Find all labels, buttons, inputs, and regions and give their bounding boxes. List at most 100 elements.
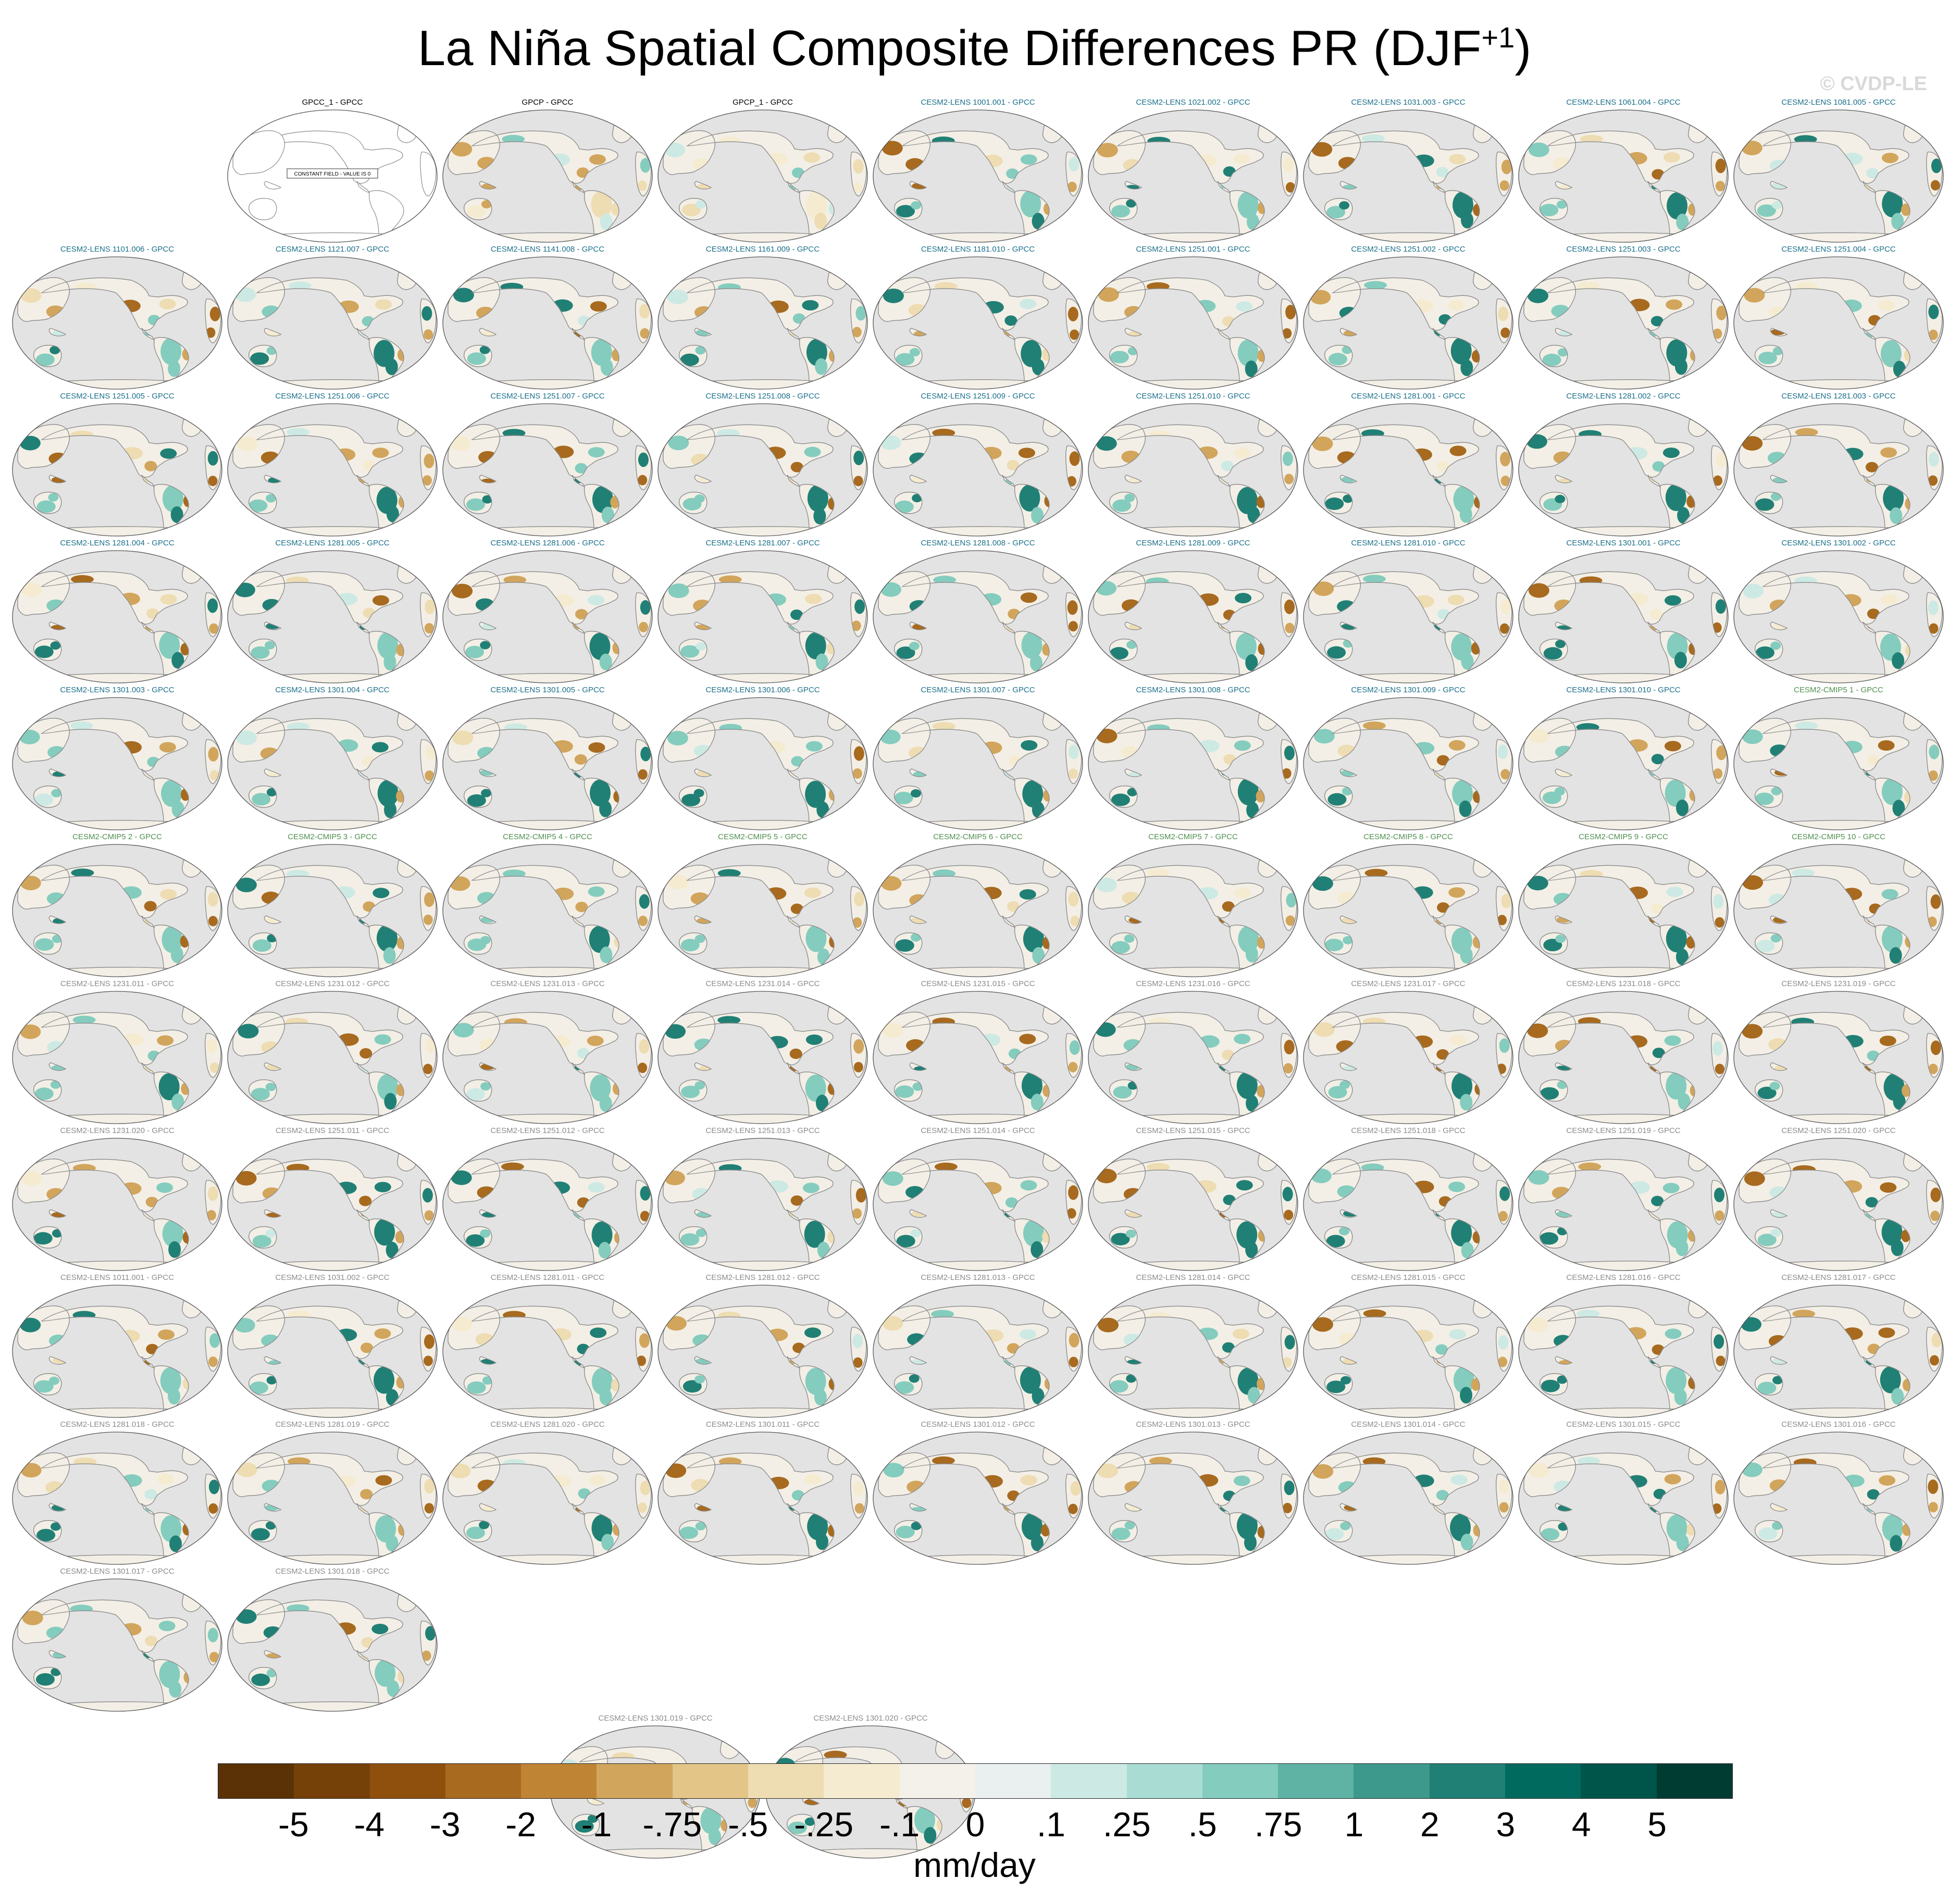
anomaly-patch: [169, 1535, 182, 1552]
anomaly-patch: [480, 641, 491, 650]
anomaly-patch: [717, 1016, 741, 1025]
anomaly-patch: [1109, 1380, 1128, 1393]
panel-title: CESM2-LENS 1281.005 - GPCC: [275, 539, 390, 547]
anomaly-patch: [828, 349, 835, 362]
anomaly-patch: [1096, 1168, 1117, 1184]
anomaly-patch: [613, 790, 619, 803]
anomaly-patch: [1473, 203, 1480, 216]
anomaly-patch: [1674, 1388, 1687, 1405]
map-outline: [1518, 256, 1729, 390]
anomaly-patch: [1770, 492, 1781, 501]
anomaly-patch: [1929, 623, 1939, 634]
anomaly-patch: [1020, 298, 1037, 309]
anomaly-patch: [1795, 428, 1818, 437]
anomaly-patch: [1928, 600, 1939, 615]
anomaly-patch: [386, 1241, 399, 1259]
panel-title: CESM2-LENS 1231.013 - GPCC: [490, 979, 605, 988]
map-outline: [227, 1578, 438, 1712]
map-panel: CESM2-LENS 1301.016 - GPCC: [1731, 1420, 1946, 1567]
anomaly-patch: [286, 428, 309, 437]
anomaly-patch: [1147, 868, 1170, 877]
map-panel: CESM2-LENS 1231.020 - GPCC: [9, 1126, 225, 1273]
world-map: [1518, 844, 1729, 977]
panel-title: CESM2-LENS 1031.003 - GPCC: [1351, 98, 1466, 107]
anomaly-patch: [1068, 768, 1078, 779]
anomaly-patch: [1675, 799, 1689, 816]
anomaly-patch: [208, 916, 218, 927]
anomaly-patch: [1930, 894, 1941, 909]
anomaly-patch: [1472, 1230, 1480, 1243]
anomaly-patch: [1221, 461, 1234, 471]
anomaly-patch: [790, 462, 803, 472]
anomaly-patch: [398, 1523, 404, 1536]
anomaly-patch: [805, 780, 826, 808]
anomaly-patch: [1461, 211, 1474, 229]
map-panel: CESM2-LENS 1301.001 - GPCC: [1516, 539, 1731, 686]
map-panel: CESM2-LENS 1251.002 - GPCC: [1300, 245, 1516, 392]
anomaly-patch: [251, 1528, 270, 1541]
anomaly-patch: [1689, 642, 1695, 655]
map-outline: [1733, 1285, 1944, 1418]
anomaly-patch: [1325, 1528, 1344, 1541]
world-map: [1518, 109, 1729, 243]
anomaly-patch: [590, 1074, 611, 1102]
anomaly-patch: [1019, 1329, 1036, 1340]
anomaly-patch: [1235, 632, 1257, 660]
world-map: [442, 1432, 653, 1565]
anomaly-patch: [1930, 180, 1940, 191]
anomaly-patch: [1554, 787, 1565, 796]
anomaly-patch: [790, 1195, 803, 1206]
colorbar-box: [1656, 1764, 1732, 1798]
anomaly-patch: [1501, 893, 1512, 909]
anomaly-patch: [479, 345, 490, 354]
anomaly-patch: [1460, 359, 1473, 376]
map-outline: [1518, 1138, 1729, 1271]
anomaly-patch: [422, 475, 432, 486]
anomaly-patch: [909, 642, 920, 651]
anomaly-patch: [34, 1380, 54, 1393]
anomaly-patch: [896, 353, 915, 366]
anomaly-patch: [265, 1082, 276, 1091]
anomaly-patch: [1449, 154, 1466, 165]
anomaly-patch: [424, 623, 434, 634]
map-outline: [657, 256, 868, 390]
anomaly-patch: [853, 451, 864, 466]
anomaly-patch: [815, 653, 828, 670]
anomaly-patch: [1328, 1086, 1347, 1099]
anomaly-patch: [1664, 1474, 1681, 1485]
map-outline: [657, 1432, 868, 1565]
panel-title: CESM2-LENS 1251.010 - GPCC: [1136, 392, 1250, 401]
map-outline: [873, 991, 1083, 1124]
anomaly-patch: [1666, 887, 1683, 898]
panel-title: CESM2-LENS 1301.018 - GPCC: [275, 1567, 390, 1576]
map-outline: [873, 1432, 1083, 1565]
map-panel: CESM2-LENS 1251.015 - GPCC: [1085, 1126, 1301, 1273]
anomaly-patch: [804, 1327, 821, 1338]
anomaly-patch: [804, 887, 821, 898]
anomaly-patch: [158, 1621, 176, 1632]
anomaly-patch: [1742, 1024, 1763, 1039]
anomaly-patch: [802, 300, 819, 310]
map-outline: [657, 403, 868, 537]
anomaly-patch: [828, 497, 835, 510]
world-map: [873, 256, 1083, 390]
panel-title: CESM2-LENS 1301.012 - GPCC: [921, 1420, 1035, 1429]
panel-title: CESM2-LENS 1251.013 - GPCC: [705, 1126, 820, 1135]
colorbar-label: .75: [1254, 1805, 1302, 1844]
anomaly-patch: [1499, 180, 1509, 191]
panel-title: CESM2-LENS 1251.009 - GPCC: [921, 392, 1035, 401]
anomaly-patch: [1021, 1072, 1042, 1100]
anomaly-patch: [680, 645, 700, 658]
anomaly-patch: [1928, 452, 1939, 467]
anomaly-patch: [387, 1680, 400, 1697]
anomaly-patch: [375, 1475, 392, 1486]
world-map: [442, 403, 653, 537]
anomaly-patch: [1113, 1086, 1132, 1099]
world-map: [1303, 550, 1513, 683]
world-map: [1733, 109, 1944, 243]
colorbar-labels: -5 -4 -3 -2 -1 -.75 -.5 -.25 -.1 0 .1 .25 .5 .75 1 2 3 4 5: [0, 1803, 1949, 1850]
anomaly-patch: [1124, 934, 1135, 943]
anomaly-patch: [50, 641, 61, 650]
panel-title: GPCP_1 - GPCC: [733, 98, 793, 107]
world-map: [1088, 1285, 1298, 1418]
